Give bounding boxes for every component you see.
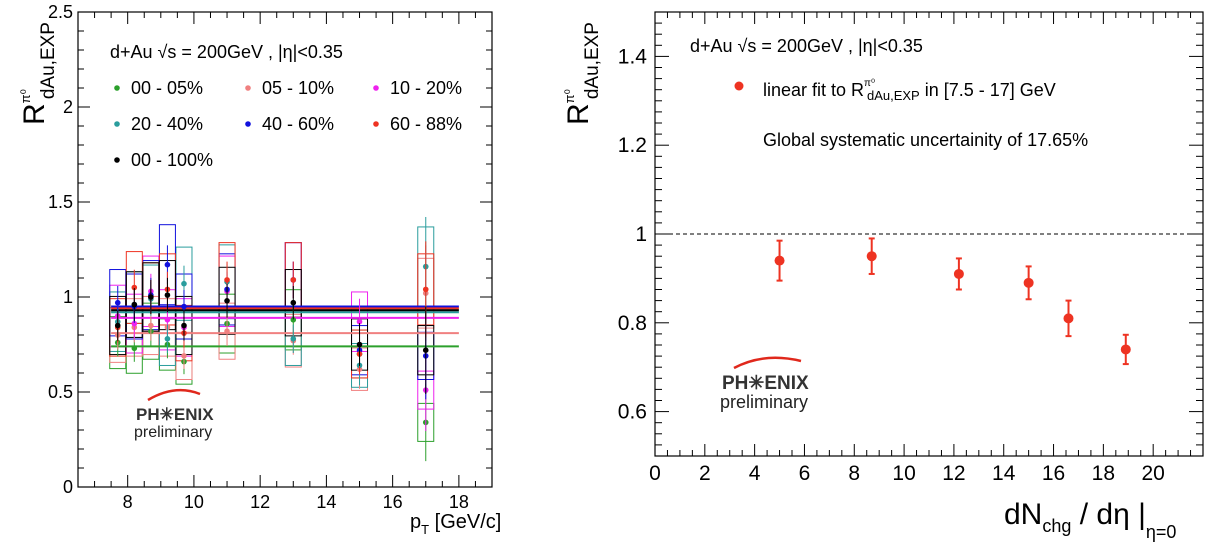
left-x-axis-label: pT [GeV/c]	[410, 511, 501, 537]
left-x-tick-label: 12	[250, 492, 270, 512]
right-x-axis-label: dNchg / dη |η=0	[1004, 498, 1176, 542]
right-data-point	[953, 268, 964, 279]
left-data-point	[164, 292, 171, 298]
right-data-point	[1120, 344, 1131, 355]
left-data-point	[224, 277, 230, 283]
left-data-point	[356, 318, 363, 325]
left-legend-marker	[114, 85, 120, 91]
right-x-tick-label: 16	[1042, 462, 1065, 485]
left-data-point	[131, 320, 138, 327]
left-y-tick-label: 2.5	[48, 2, 73, 22]
right-x-tick-label: 6	[799, 462, 811, 485]
left-phenix-logo: PH✳ENIX preliminary	[134, 388, 214, 441]
left-data-point	[422, 286, 429, 293]
left-x-tick-label: 14	[316, 492, 336, 512]
left-legend-label: 00 - 05%	[131, 78, 203, 98]
left-logo-subtext: preliminary	[134, 424, 212, 441]
right-x-tick-label: 0	[649, 462, 661, 485]
right-x-tick-label: 2	[699, 462, 711, 485]
right-data-point	[774, 255, 785, 266]
left-data-point	[290, 299, 297, 306]
right-logo-subtext: preliminary	[720, 392, 808, 412]
right-y-axis-label: Rπ⁰ dAu,EXP	[562, 22, 603, 125]
left-legend-marker	[373, 121, 379, 127]
right-system-label: d+Au √s = 200GeV , |η|<0.35	[690, 36, 923, 56]
left-data-point	[290, 336, 297, 342]
left-y-tick-label: 2	[63, 97, 73, 117]
right-data-point	[866, 251, 877, 262]
left-legend-marker	[245, 121, 251, 127]
left-x-tick-label: 18	[449, 492, 469, 512]
left-legend-label: 40 - 60%	[262, 114, 334, 134]
left-y-tick-label: 0	[63, 477, 73, 497]
right-y-tick-label: 0.8	[618, 312, 647, 335]
left-x-tick-label: 8	[123, 492, 133, 512]
left-legend-marker	[114, 121, 120, 127]
left-y-axis-label: Rπ⁰ dAu,EXP	[18, 22, 59, 125]
right-x-tick-label: 8	[848, 462, 860, 485]
left-x-tick-label: 16	[383, 492, 403, 512]
left-panel: 8 10 12 14 16 18 0 0.5 1 1.5 2 2.5 Rπ⁰ dAu,EXP pT […	[18, 2, 501, 537]
right-logo-text: PH✳ENIX	[722, 373, 809, 394]
left-data-point	[114, 322, 121, 329]
right-systematic-note: Global systematic uncertainity of 17.65%	[763, 130, 1088, 150]
left-y-tick-label: 0.5	[48, 382, 73, 402]
left-system-label: d+Au √s = 200GeV , |η|<0.35	[110, 42, 343, 62]
left-data-point	[164, 317, 171, 323]
left-logo-text: PH✳ENIX	[136, 405, 214, 424]
left-plot-frame	[77, 11, 493, 488]
right-data-point	[1063, 313, 1074, 324]
left-data-point	[181, 353, 187, 359]
left-data-point	[356, 341, 363, 348]
left-x-tick-label: 10	[184, 492, 204, 512]
left-logo-arc	[147, 388, 201, 402]
left-data-point	[164, 261, 171, 268]
left-legend-label: 10 - 20%	[390, 78, 462, 98]
right-x-tick-label: 14	[992, 462, 1016, 485]
left-data-point	[181, 280, 187, 287]
left-data-point	[224, 328, 230, 335]
left-data-point	[422, 347, 429, 354]
right-panel: 0 2 4 6 8 10 12 14 16 18 20 0.6 0.8 1 1.2 1.4 Rπ⁰ dAu,E…	[562, 11, 1204, 542]
right-x-tick-label: 12	[942, 462, 965, 485]
left-data-point	[164, 336, 171, 342]
right-x-tick-label: 20	[1142, 462, 1165, 485]
left-legend-label: 60 - 88%	[390, 114, 462, 134]
left-legend-marker	[114, 157, 120, 163]
right-logo-arc	[733, 356, 802, 370]
right-legend-marker	[734, 81, 744, 91]
left-legend-marker	[373, 85, 379, 91]
right-y-tick-label: 1.4	[618, 45, 648, 68]
left-legend-label: 00 - 100%	[131, 150, 213, 170]
left-data-point	[181, 303, 187, 310]
left-data-point	[148, 322, 154, 329]
left-data-point	[290, 277, 297, 283]
left-legend: 00 - 05% 05 - 10% 10 - 20% 20 - 40% 40 - 60%…	[114, 78, 462, 170]
left-y-tick-label: 1	[63, 287, 73, 307]
right-phenix-logo: PH✳ENIX preliminary	[720, 356, 809, 412]
left-data-point	[131, 301, 138, 308]
left-y-tick-label: 1.5	[48, 192, 73, 212]
left-data-point	[114, 299, 121, 306]
left-legend-label: 20 - 40%	[131, 114, 203, 134]
right-x-tick-label: 10	[892, 462, 915, 485]
right-y-tick-label: 1	[635, 223, 647, 246]
right-y-tick-label: 0.6	[618, 401, 647, 424]
left-data-point	[131, 284, 138, 291]
right-x-tick-label: 4	[749, 462, 761, 485]
right-legend-label: linear fit to Rπ⁰ dAu,EXP in [7.5 - 17] G…	[763, 78, 1056, 103]
left-legend-marker	[245, 85, 251, 91]
right-x-tick-label: 18	[1092, 462, 1115, 485]
right-data-point	[1023, 277, 1034, 288]
left-data-point	[290, 317, 297, 323]
left-data-point	[131, 345, 138, 352]
left-legend-label: 05 - 10%	[262, 78, 334, 98]
left-data-point	[148, 294, 154, 300]
left-data-point	[181, 322, 187, 329]
left-data-point	[224, 298, 230, 304]
right-y-tick-label: 1.2	[618, 134, 647, 157]
